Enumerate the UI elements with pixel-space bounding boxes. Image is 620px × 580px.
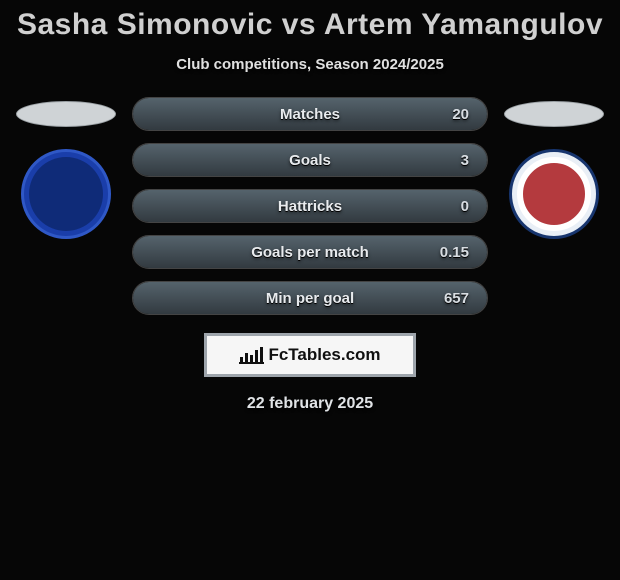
stat-fill [133,190,487,222]
right-club-badge [509,149,599,239]
page-title: Sasha Simonovic vs Artem Yamangulov [0,0,620,42]
left-club-badge [21,149,111,239]
stat-fill [133,236,487,268]
stat-row: Hattricks0 [132,189,488,223]
stat-fill [133,144,487,176]
right-player-avatar-placeholder [504,101,604,127]
bar-chart-icon [239,346,264,364]
stat-row: Goals3 [132,143,488,177]
brand-badge: FcTables.com [204,333,416,377]
date-line: 22 february 2025 [0,395,620,413]
left-player-column [6,97,126,239]
comparison-row: Matches20 Goals3 Hattricks0 Goals per match… [0,97,620,315]
stat-fill [133,98,487,130]
stats-list: Matches20 Goals3 Hattricks0 Goals per match… [126,97,494,315]
brand-text: FcTables.com [268,345,380,365]
stat-fill [133,282,487,314]
stat-row: Min per goal657 [132,281,488,315]
right-player-column [494,97,614,239]
left-player-avatar-placeholder [16,101,116,127]
stat-row: Goals per match0.15 [132,235,488,269]
stat-row: Matches20 [132,97,488,131]
subtitle: Club competitions, Season 2024/2025 [0,56,620,73]
